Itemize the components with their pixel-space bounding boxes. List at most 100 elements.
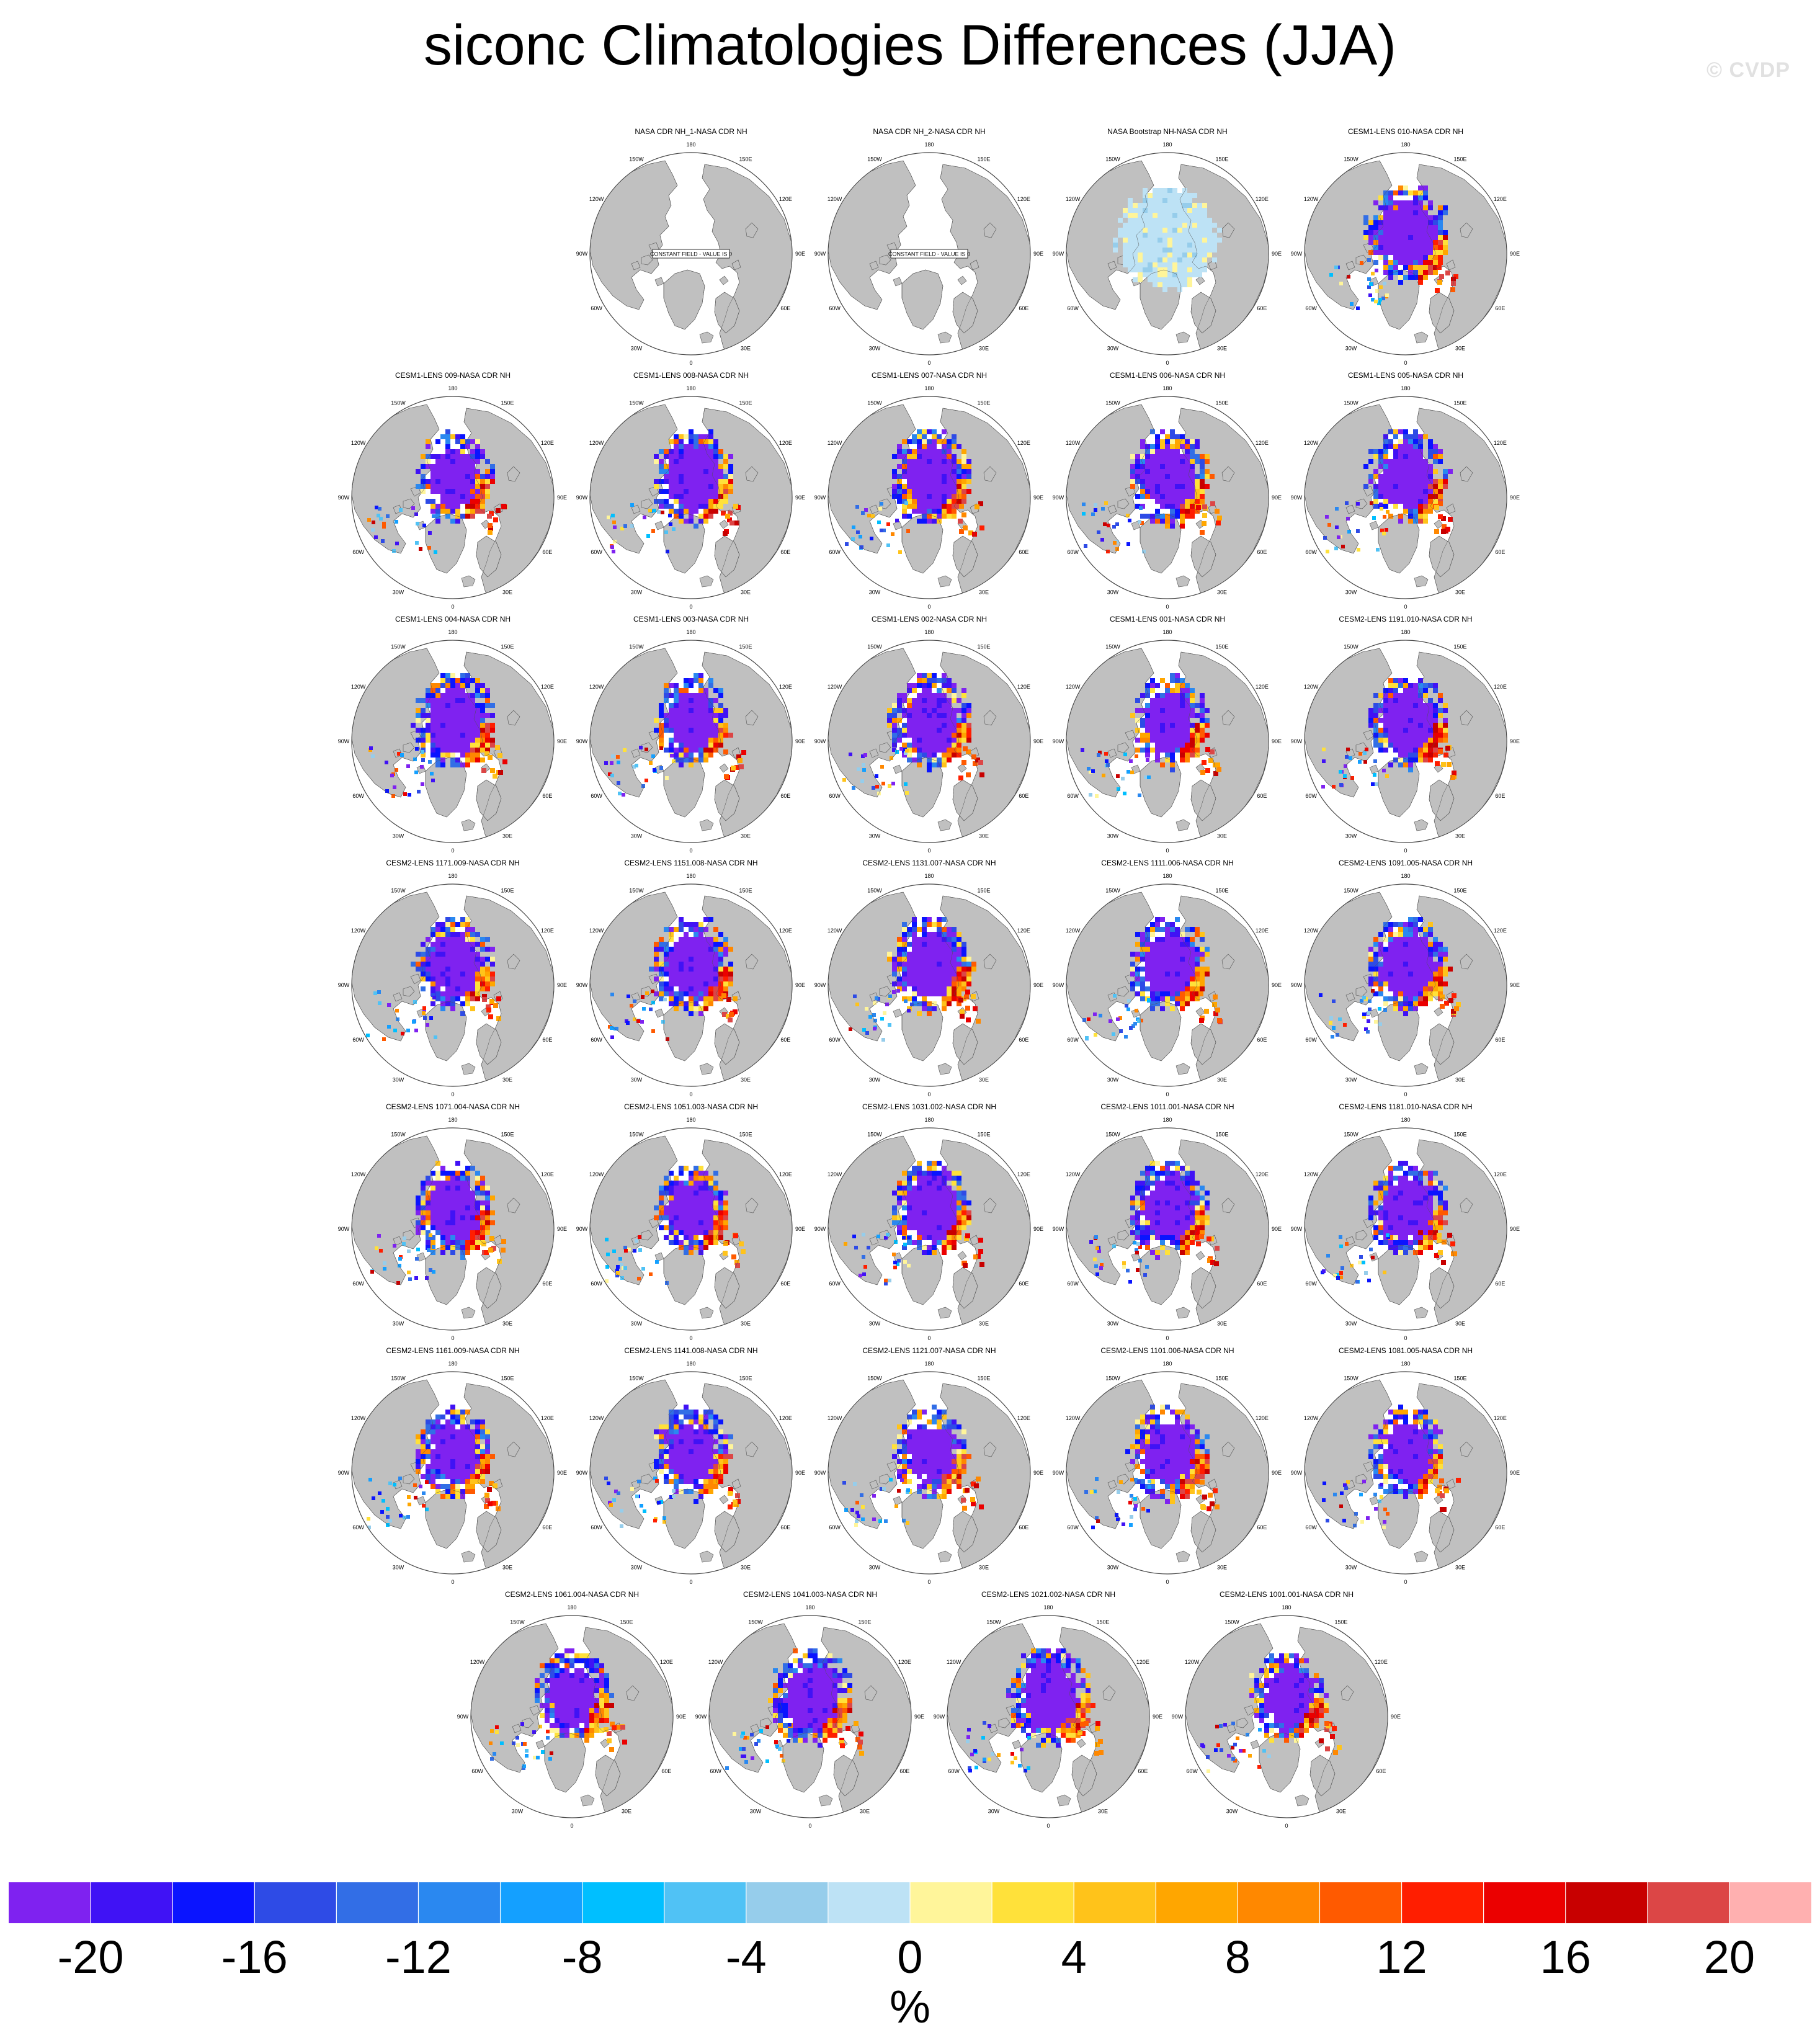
ice-cell <box>1373 733 1378 738</box>
longitude-label: 30W <box>631 1076 643 1083</box>
ice-cell <box>698 499 703 504</box>
ice-cell <box>1167 233 1172 238</box>
ice-cell <box>689 519 694 524</box>
ice-cell <box>445 1001 450 1006</box>
ice-cell <box>907 996 912 1001</box>
ice-cell <box>927 519 932 524</box>
ice-cell <box>395 542 399 545</box>
ice-cell <box>1428 205 1433 210</box>
ice-cell <box>1418 474 1423 479</box>
ice-cell <box>887 708 892 713</box>
ice-cell <box>855 505 859 509</box>
ice-cell <box>698 942 703 947</box>
ice-cell <box>1388 210 1393 215</box>
longitude-label: 90E <box>1272 982 1282 988</box>
ice-cell <box>470 967 475 972</box>
ice-cell <box>1378 479 1383 484</box>
ice-cell <box>698 444 703 449</box>
ice-cell <box>1413 235 1418 240</box>
ice-cell <box>1170 449 1175 454</box>
ice-cell <box>1180 469 1185 474</box>
ice-cell <box>1433 489 1438 494</box>
ice-cell <box>703 927 708 932</box>
ice-cell <box>689 962 694 967</box>
land-layer <box>1066 648 1269 842</box>
ice-cell <box>1155 708 1160 713</box>
ice-cell <box>1423 942 1428 947</box>
ice-cell <box>475 718 480 723</box>
longitude-label: 120E <box>1017 440 1030 446</box>
ice-cell <box>713 469 718 474</box>
ice-cell <box>465 494 470 499</box>
ice-cell <box>470 703 475 708</box>
ice-cell <box>1398 733 1403 738</box>
ice-cell <box>1418 270 1423 275</box>
ice-cell <box>490 743 495 748</box>
land-mass <box>1355 254 1368 266</box>
ice-cell <box>399 508 403 512</box>
land-mass <box>403 986 415 997</box>
ice-cell <box>1127 999 1131 1003</box>
ice-cell <box>674 927 679 932</box>
ice-cell <box>703 753 708 758</box>
ice-cell <box>465 713 470 718</box>
longitude-label: 30E <box>741 1076 751 1083</box>
ice-cell <box>1388 996 1393 1001</box>
ice-cell <box>1170 688 1175 693</box>
ice-cell <box>694 723 698 728</box>
ice-cell <box>1158 267 1162 272</box>
ice-cell <box>902 494 907 499</box>
ice-cell <box>455 439 460 444</box>
ice-cell <box>1160 991 1165 996</box>
ice-cell <box>927 688 932 693</box>
ice-cell <box>1162 193 1167 198</box>
ice-cell <box>669 927 674 932</box>
ice-cell <box>460 514 465 519</box>
ice-cell <box>659 937 664 942</box>
ice-cell <box>1443 708 1448 713</box>
longitude-label: 120W <box>351 684 366 690</box>
ice-cell <box>912 996 917 1001</box>
ice-cell <box>679 972 684 977</box>
ice-cell <box>947 479 952 484</box>
panel-title: NASA Bootstrap NH-NASA CDR NH <box>1107 127 1228 136</box>
ice-cell <box>475 753 480 758</box>
ice-cell <box>421 972 426 977</box>
ice-cell <box>1398 439 1403 444</box>
ice-cell <box>1418 190 1423 195</box>
ice-cell <box>897 733 902 738</box>
ice-cell <box>669 464 674 469</box>
ice-cell <box>959 529 964 534</box>
ice-cell <box>1383 479 1388 484</box>
ice-cell <box>1160 519 1165 524</box>
ice-cell <box>868 1015 872 1019</box>
ice-cell <box>679 494 684 499</box>
ice-cell <box>445 753 450 758</box>
ice-cell <box>708 464 713 469</box>
ice-cell <box>445 981 450 986</box>
ice-cell <box>703 1001 708 1006</box>
ice-cell <box>932 991 937 996</box>
ice-cell <box>1145 723 1150 728</box>
ice-cell <box>1093 1012 1097 1016</box>
ice-cell <box>1200 479 1205 484</box>
ice-cell <box>664 479 669 484</box>
ice-cell <box>912 723 917 728</box>
ice-cell <box>927 514 932 519</box>
ice-cell <box>902 986 907 991</box>
ice-cell <box>961 459 966 464</box>
ice-cell <box>1443 703 1448 708</box>
ice-cell <box>728 972 733 977</box>
ice-cell <box>679 479 684 484</box>
longitude-label: 60E <box>1257 793 1267 799</box>
ice-cell <box>1196 505 1201 510</box>
ice-cell <box>1192 218 1197 223</box>
ice-cell <box>1195 748 1200 753</box>
ice-cell <box>610 1035 614 1039</box>
ice-cell <box>1403 703 1408 708</box>
ice-cell <box>902 474 907 479</box>
longitude-label: 60E <box>1019 793 1028 799</box>
ice-cell <box>649 967 654 972</box>
ice-cell <box>412 1020 416 1024</box>
ice-cell <box>440 464 445 469</box>
